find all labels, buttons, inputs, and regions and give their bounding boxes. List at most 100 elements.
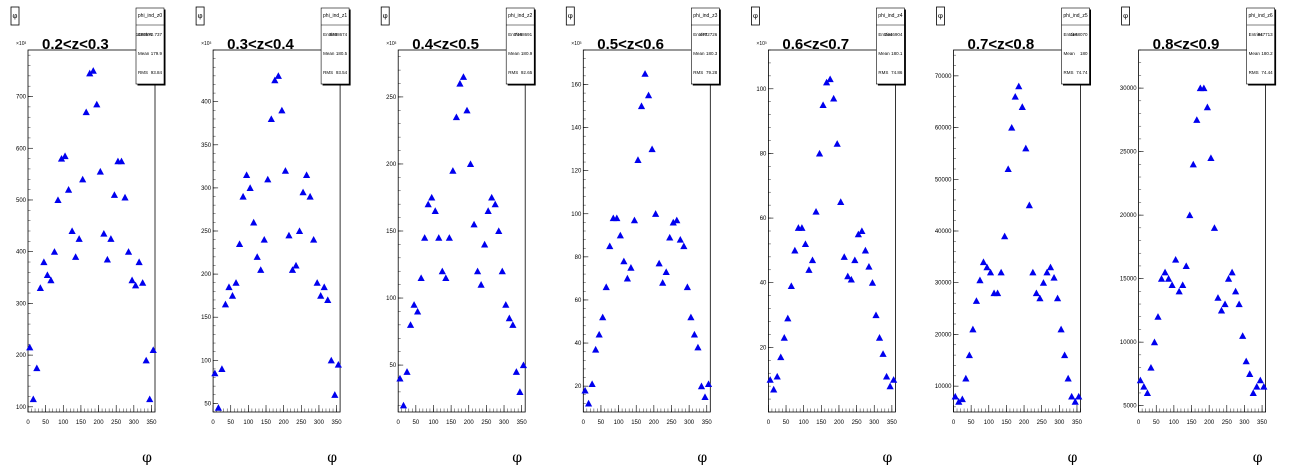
- data-point: [1172, 255, 1180, 263]
- data-point: [886, 382, 894, 390]
- panel-title: 0.2<z<0.3: [42, 36, 109, 53]
- data-point: [602, 283, 610, 291]
- data-point: [79, 175, 87, 183]
- x-tick-label: 200: [649, 420, 660, 426]
- x-tick-label: 300: [1054, 420, 1065, 426]
- data-point: [228, 292, 237, 299]
- y-tick-label: 150: [386, 229, 397, 235]
- data-point: [331, 391, 339, 398]
- data-point: [826, 75, 834, 83]
- x-tick-label: 0: [397, 420, 401, 426]
- data-point: [1210, 224, 1219, 231]
- y-tick-label: 30000: [935, 281, 952, 287]
- data-point: [243, 171, 251, 179]
- data-point: [317, 292, 325, 299]
- x-tick-label: 350: [517, 420, 528, 426]
- data-point: [324, 296, 332, 304]
- data-point: [1200, 84, 1208, 92]
- x-tick-label: 100: [243, 420, 254, 426]
- y-tick-label: 100: [16, 405, 27, 411]
- data-point: [61, 152, 69, 160]
- data-point: [149, 346, 157, 353]
- data-point: [473, 267, 482, 275]
- data-point: [1053, 294, 1062, 302]
- y-axis-label: φ: [1123, 12, 1128, 20]
- data-point: [979, 258, 988, 266]
- data-point: [288, 266, 297, 273]
- data-point: [1046, 263, 1055, 271]
- y-tick-label: 150: [201, 315, 212, 321]
- y-tick-label: 10000: [1120, 340, 1137, 346]
- data-point: [1004, 165, 1012, 172]
- y-tick-label: 200: [16, 353, 27, 359]
- data-point: [40, 258, 48, 266]
- data-point: [1179, 281, 1187, 289]
- data-point: [669, 218, 677, 226]
- stat-box: [135, 7, 165, 85]
- data-point: [232, 279, 240, 286]
- data-point: [470, 220, 478, 228]
- x-tick-label: 300: [869, 420, 880, 426]
- data-point: [406, 321, 415, 328]
- y-tick-label: 50000: [935, 177, 952, 183]
- data-point: [652, 210, 660, 217]
- stat-value: 1495570.737: [136, 32, 163, 37]
- y-tick-label: 20: [575, 384, 582, 390]
- data-point: [417, 274, 425, 281]
- data-point: [403, 368, 411, 375]
- stat-box: [690, 7, 720, 85]
- x-axis-label: φ: [697, 450, 707, 466]
- stat-box: [1061, 7, 1090, 85]
- data-point: [606, 242, 614, 250]
- x-tick-label: 250: [481, 420, 492, 426]
- data-point: [1221, 300, 1229, 308]
- x-tick-label: 100: [428, 420, 439, 426]
- x-tick-label: 350: [702, 420, 713, 426]
- data-point: [64, 186, 73, 193]
- x-tick-label: 50: [1153, 420, 1160, 426]
- data-point: [588, 380, 596, 388]
- chart-panel-6: φ 10000 20000 30000 40000 50000 60000 70000 0 50 1…: [935, 6, 1091, 466]
- chart-panel-4: φ 20 40 60 80 100 120 140 160 0 50 100 150 200 250 300 3…: [565, 6, 721, 466]
- data-point: [1175, 287, 1183, 295]
- panel-title: 0.5<z<0.6: [597, 36, 664, 53]
- data-point: [1011, 92, 1019, 100]
- y-tick-label: 40: [575, 341, 582, 347]
- stat-value: 180: [1080, 51, 1088, 56]
- x-tick-label: 300: [684, 420, 695, 426]
- data-point: [271, 76, 279, 84]
- x-tick-label: 100: [1169, 420, 1180, 426]
- stat-value: 3446904: [885, 32, 903, 37]
- data-point: [57, 155, 66, 162]
- data-point: [281, 167, 290, 174]
- data-point: [847, 275, 855, 283]
- data-point: [452, 113, 461, 121]
- data-point: [955, 398, 963, 405]
- data-point: [211, 369, 219, 377]
- x-tick-label: 100: [614, 420, 625, 426]
- data-point: [1057, 325, 1065, 333]
- data-point: [47, 276, 55, 284]
- x-tick-label: 150: [446, 420, 457, 426]
- x-tick-label: 350: [1072, 420, 1083, 426]
- y-tick-label: 100: [571, 212, 582, 218]
- data-point: [879, 350, 887, 357]
- data-point: [36, 284, 44, 291]
- stat-value: 93.54: [336, 70, 348, 75]
- data-point: [777, 353, 785, 361]
- x-tick-label: 250: [1222, 420, 1233, 426]
- data-point: [840, 253, 848, 260]
- data-point: [285, 231, 293, 239]
- x-tick-label: 150: [816, 420, 827, 426]
- data-point: [1136, 376, 1144, 384]
- data-point: [890, 376, 898, 383]
- data-point: [414, 307, 422, 315]
- stat-value: 74.86: [891, 70, 903, 75]
- stat-value: 180.9: [521, 51, 533, 56]
- stat-box-name: phi_ind_z5: [1063, 13, 1087, 19]
- data-point: [295, 227, 304, 235]
- x-tick-label: 200: [94, 420, 105, 426]
- stat-value: 8338674: [330, 32, 348, 37]
- data-point: [278, 106, 286, 114]
